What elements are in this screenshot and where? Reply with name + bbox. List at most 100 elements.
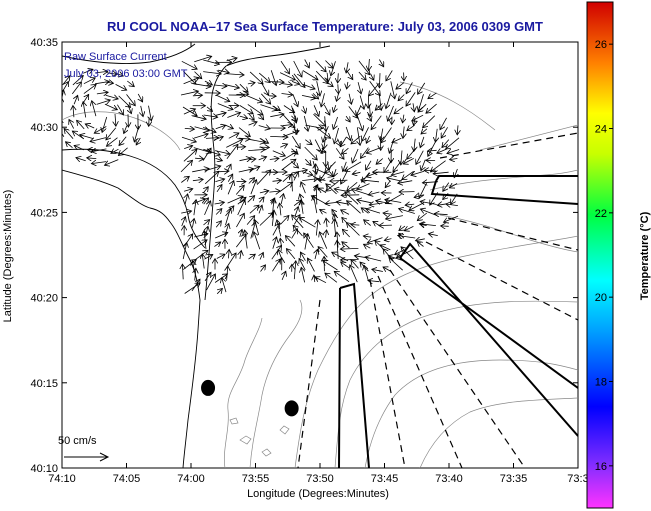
current-vector <box>303 115 308 131</box>
y-tick-label: 40:35 <box>30 37 58 49</box>
current-vector <box>235 234 246 248</box>
current-vector <box>59 119 62 127</box>
colorbar-tick-label: 24 <box>595 124 607 136</box>
current-vector <box>138 93 142 102</box>
current-vector <box>318 247 328 258</box>
current-vector <box>314 196 317 214</box>
current-vector <box>301 182 306 194</box>
radar-beam-outline <box>338 282 370 468</box>
current-vector <box>334 127 339 144</box>
current-vector <box>74 95 78 105</box>
current-vector <box>305 140 312 145</box>
current-vector <box>72 76 83 86</box>
current-vector <box>269 158 279 159</box>
current-vector <box>270 70 276 85</box>
y-tick-label: 40:20 <box>30 293 58 305</box>
y-tick-label: 40:25 <box>30 207 58 219</box>
current-vector <box>181 60 197 69</box>
contour-line <box>399 81 496 131</box>
current-vector <box>271 245 282 260</box>
colorbar-tick-label: 16 <box>595 461 607 473</box>
current-vector <box>334 189 350 192</box>
current-vector <box>385 180 391 188</box>
current-vector <box>346 62 348 73</box>
scale-arrow: 50 cm/s <box>58 435 110 462</box>
current-vector <box>134 126 140 142</box>
current-vector <box>204 231 206 250</box>
current-vector <box>259 205 262 214</box>
current-vector <box>442 139 450 148</box>
current-vector <box>331 61 336 76</box>
current-vector <box>239 83 248 92</box>
current-vector <box>73 106 74 118</box>
current-vector <box>441 127 448 138</box>
x-tick-label: 74:00 <box>177 473 205 485</box>
current-vector <box>277 220 282 237</box>
current-vector <box>226 144 238 159</box>
annotation-line-2: July 03, 2006 03:00 GMT <box>64 68 188 80</box>
colorbar-tick-label: 20 <box>595 292 607 304</box>
x-tick-label: 73:40 <box>435 473 463 485</box>
current-vector <box>321 93 324 107</box>
current-vector <box>435 128 437 142</box>
station-marker <box>201 379 216 396</box>
radar-beam-line <box>297 299 321 468</box>
x-tick-label: 73:50 <box>306 473 334 485</box>
current-vector <box>203 220 210 226</box>
current-vector <box>76 158 86 161</box>
current-vector <box>180 91 198 96</box>
current-vector <box>440 117 447 130</box>
current-vector <box>365 257 382 262</box>
current-vector <box>115 113 116 126</box>
current-vector <box>317 179 326 180</box>
current-vector <box>351 225 360 226</box>
x-axis-label: Longitude (Degrees:Minutes) <box>247 488 389 500</box>
current-vector <box>282 84 292 85</box>
current-vector <box>417 212 428 221</box>
current-vector <box>180 160 193 173</box>
current-vector <box>248 149 265 150</box>
current-vector <box>204 166 221 172</box>
current-vector <box>215 221 221 228</box>
current-vector <box>222 278 227 293</box>
current-vector <box>369 58 370 71</box>
current-vector <box>315 277 327 284</box>
current-vector <box>66 142 73 149</box>
current-vector <box>261 93 270 104</box>
current-vector <box>96 100 111 105</box>
current-vector <box>281 131 299 138</box>
current-vector <box>85 124 95 128</box>
radar-beam-outline <box>430 175 578 205</box>
current-vector <box>272 180 282 181</box>
current-vector <box>446 204 458 206</box>
colorbar-label: Temperature (°C) <box>639 211 651 300</box>
current-vector <box>183 149 197 162</box>
current-vector <box>352 172 361 174</box>
current-vector <box>202 148 211 161</box>
current-vector <box>225 208 231 226</box>
current-vector <box>106 73 117 75</box>
y-tick-label: 40:30 <box>30 122 58 134</box>
current-vector <box>215 125 226 128</box>
current-vector <box>181 176 189 183</box>
current-vector <box>398 236 416 239</box>
chart-title: RU COOL NOAA–17 Sea Surface Temperature:… <box>107 19 543 34</box>
current-vector <box>376 158 384 165</box>
current-vector <box>183 78 199 85</box>
x-tick-label: 73:55 <box>242 473 270 485</box>
scale-label: 50 cm/s <box>58 435 97 447</box>
current-vector <box>181 136 196 142</box>
current-vector <box>358 71 366 80</box>
current-vector <box>102 116 108 132</box>
current-vector <box>248 159 256 160</box>
current-vector <box>369 104 370 117</box>
current-vector <box>447 150 460 154</box>
current-vector <box>414 138 415 152</box>
current-vector <box>280 203 281 216</box>
current-vector <box>308 258 315 272</box>
current-vector <box>87 158 97 159</box>
current-vector <box>202 127 216 132</box>
current-vector <box>393 160 402 172</box>
current-vector <box>215 209 222 215</box>
contour-line <box>294 235 578 468</box>
